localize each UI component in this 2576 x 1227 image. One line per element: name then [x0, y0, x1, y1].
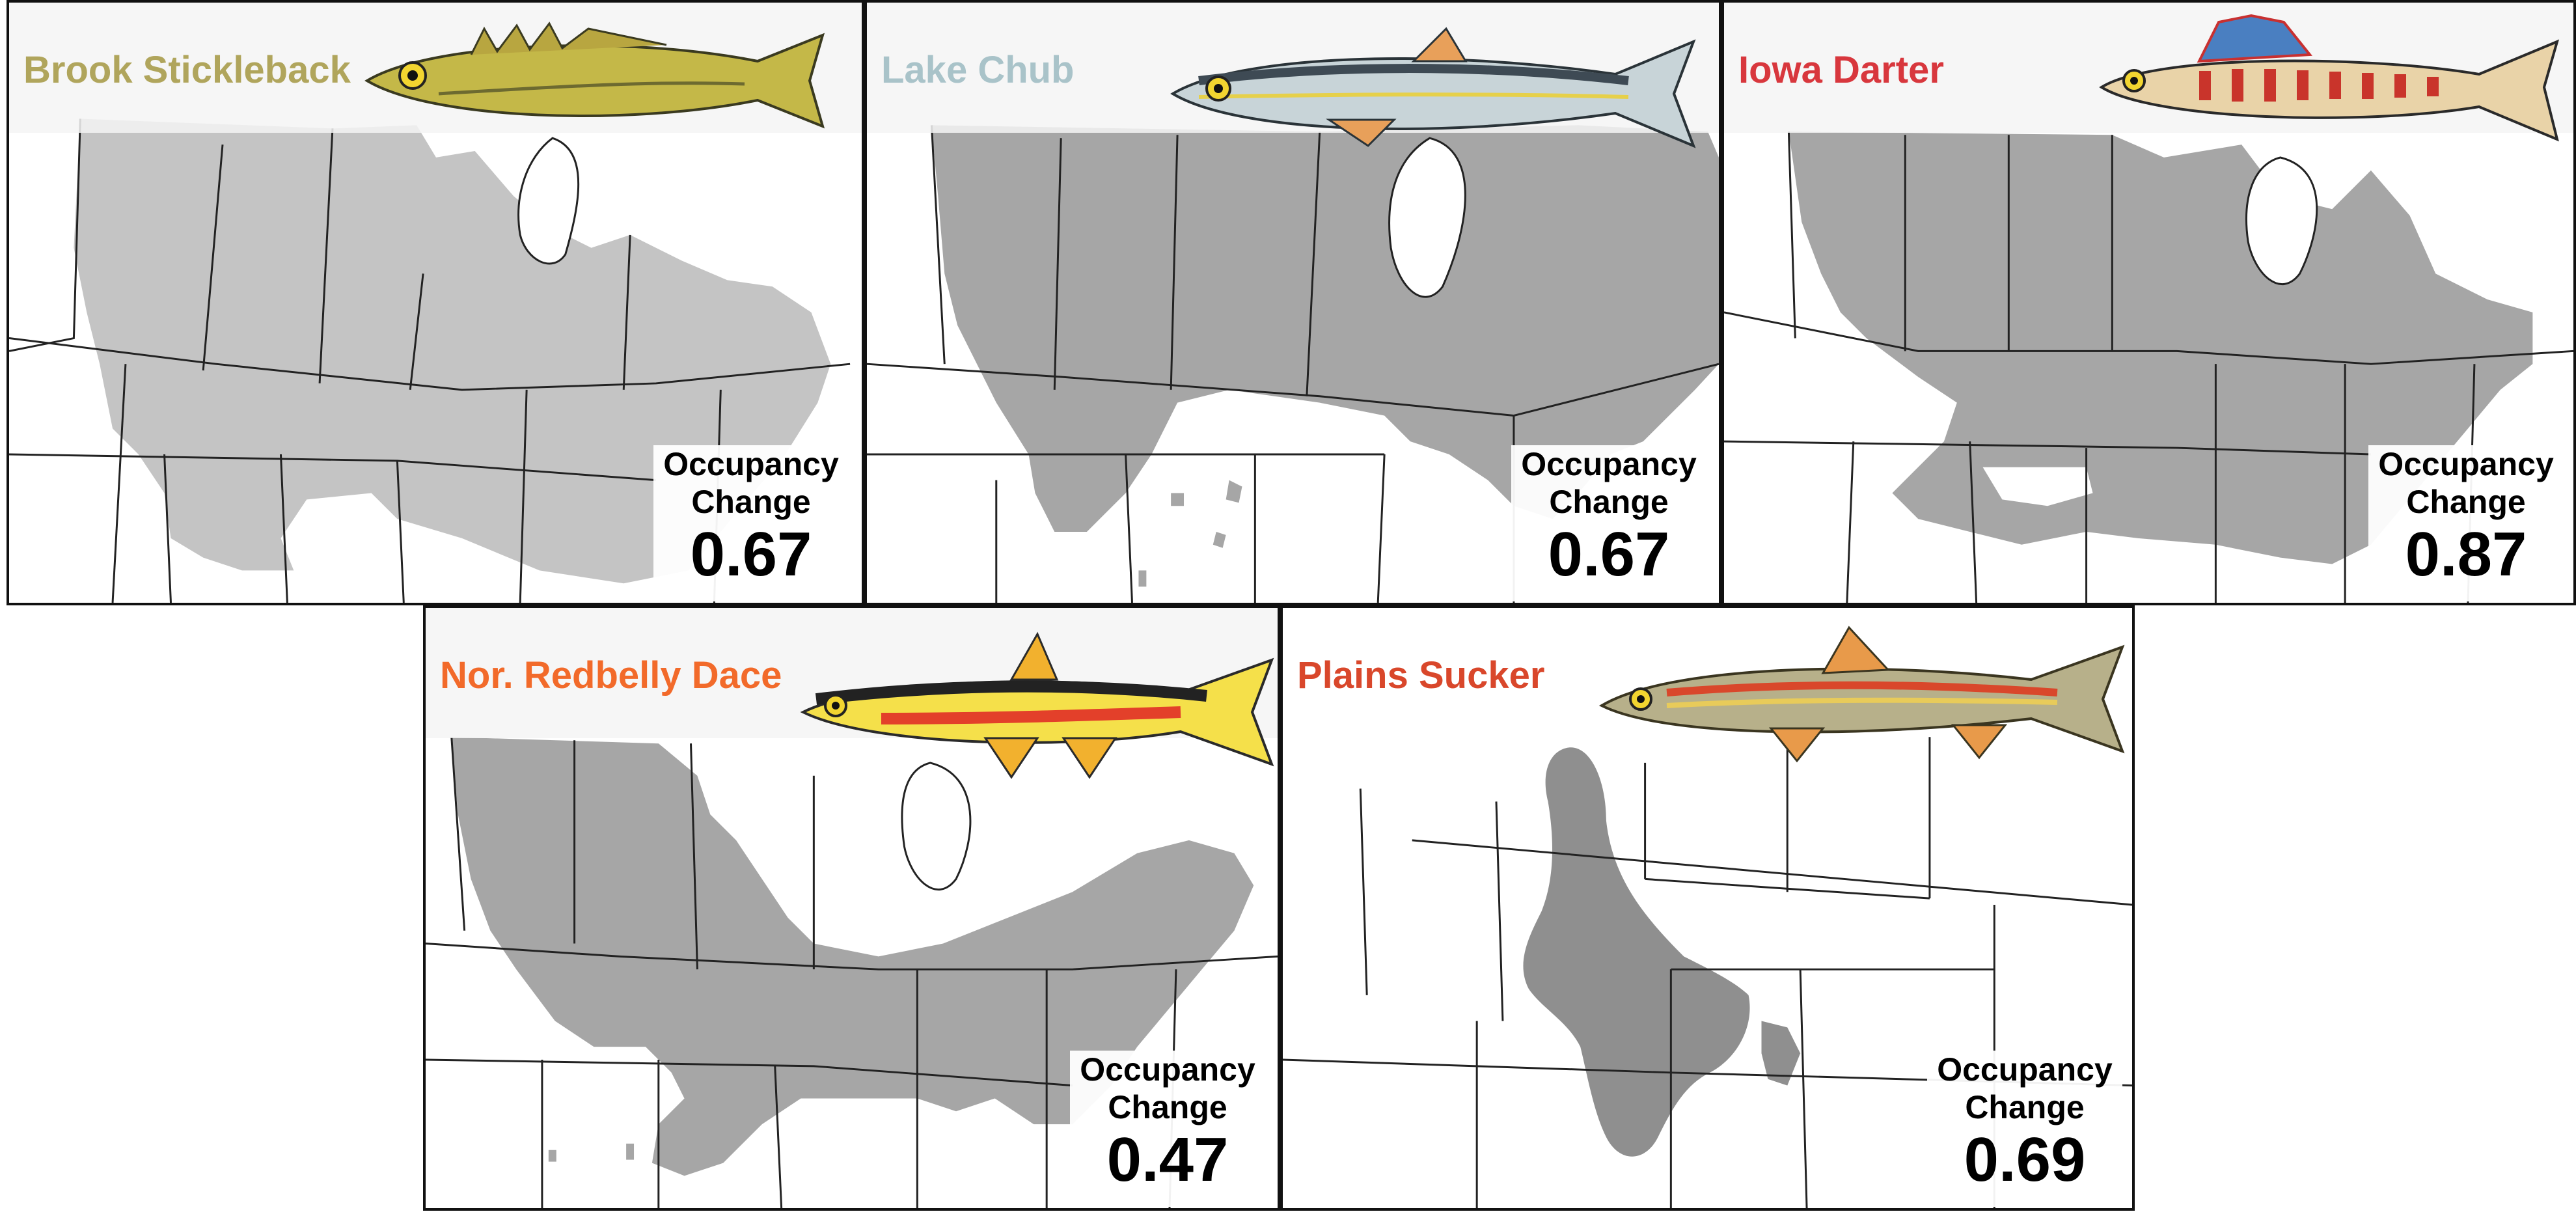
- occupancy-change-box: Occupancy Change 0.67: [653, 445, 849, 601]
- species-name: Iowa Darter: [1738, 49, 1944, 91]
- occupancy-label-line1: Occupancy: [1937, 1051, 2113, 1088]
- occupancy-label-line2: Change: [2406, 484, 2526, 520]
- map-panel-brook-stickleback: Brook Stickleback Occupancy Change 0.67: [7, 0, 864, 605]
- occupancy-change-value: 0.67: [1548, 519, 1670, 589]
- species-name: Nor. Redbelly Dace: [440, 654, 782, 696]
- state-province-borders: [426, 737, 1278, 1208]
- occupancy-change-box: Occupancy Change 0.87: [2368, 445, 2564, 601]
- occupancy-label-line2: Change: [1965, 1089, 2085, 1125]
- occupancy-change-value: 0.87: [2405, 519, 2527, 589]
- range-map: [867, 125, 1719, 603]
- occupancy-label-line2: Change: [691, 484, 811, 520]
- hudson-bay: [1388, 137, 1466, 298]
- species-name: Lake Chub: [881, 49, 1075, 91]
- occupancy-label-line2: Change: [1108, 1089, 1227, 1125]
- species-range: [931, 125, 1719, 532]
- occupancy-change-value: 0.69: [1964, 1125, 2086, 1194]
- range-gap: [1982, 467, 2093, 506]
- lake-chub-illustration: [1170, 27, 1696, 148]
- range-map: [1724, 131, 2573, 603]
- occupancy-change-box: Occupancy Change 0.69: [1927, 1051, 2122, 1207]
- occupancy-change-box: Occupancy Change 0.47: [1070, 1051, 1265, 1207]
- brook-stickleback-illustration: [364, 21, 825, 129]
- northern-redbelly-dace-illustration: [800, 631, 1274, 779]
- state-province-borders: [1283, 724, 2132, 1208]
- species-name: Plains Sucker: [1297, 654, 1545, 696]
- map-panel-plains-sucker: Plains Sucker Occupancy Change 0.69: [1280, 605, 2135, 1211]
- iowa-darter-illustration: [2099, 14, 2560, 142]
- hudson-bay: [901, 762, 972, 890]
- occupancy-label-line1: Occupancy: [1521, 446, 1697, 482]
- state-province-borders: [867, 125, 1719, 603]
- species-range: [451, 737, 1254, 1176]
- hudson-bay: [2245, 156, 2318, 285]
- occupancy-label-line1: Occupancy: [663, 446, 839, 482]
- map-panel-lake-chub: Lake Chub Occupancy Change 0.67: [864, 0, 1721, 605]
- hudson-bay: [517, 137, 580, 265]
- occupancy-change-box: Occupancy Change 0.67: [1511, 445, 1706, 601]
- range-map: [426, 737, 1278, 1208]
- map-panel-northern-redbelly-dace: Nor. Redbelly Dace Occupancy Change 0.47: [423, 605, 1280, 1211]
- occupancy-change-value: 0.67: [690, 519, 812, 589]
- occupancy-label-line1: Occupancy: [1080, 1051, 1255, 1088]
- species-range: [74, 118, 831, 584]
- occupancy-label-line2: Change: [1549, 484, 1669, 520]
- plains-sucker-illustration: [1598, 626, 2125, 763]
- species-range: [1788, 131, 2533, 564]
- map-panel-iowa-darter: Iowa Darter Occupancy Change 0.87: [1721, 0, 2576, 605]
- range-map: [1283, 724, 2132, 1208]
- range-fragment: [1761, 1021, 1801, 1086]
- range-fragments: [1138, 480, 1242, 587]
- occupancy-change-value: 0.47: [1106, 1125, 1229, 1194]
- species-range: [1523, 747, 1750, 1157]
- species-name: Brook Stickleback: [23, 49, 351, 91]
- occupancy-label-line1: Occupancy: [2378, 446, 2554, 482]
